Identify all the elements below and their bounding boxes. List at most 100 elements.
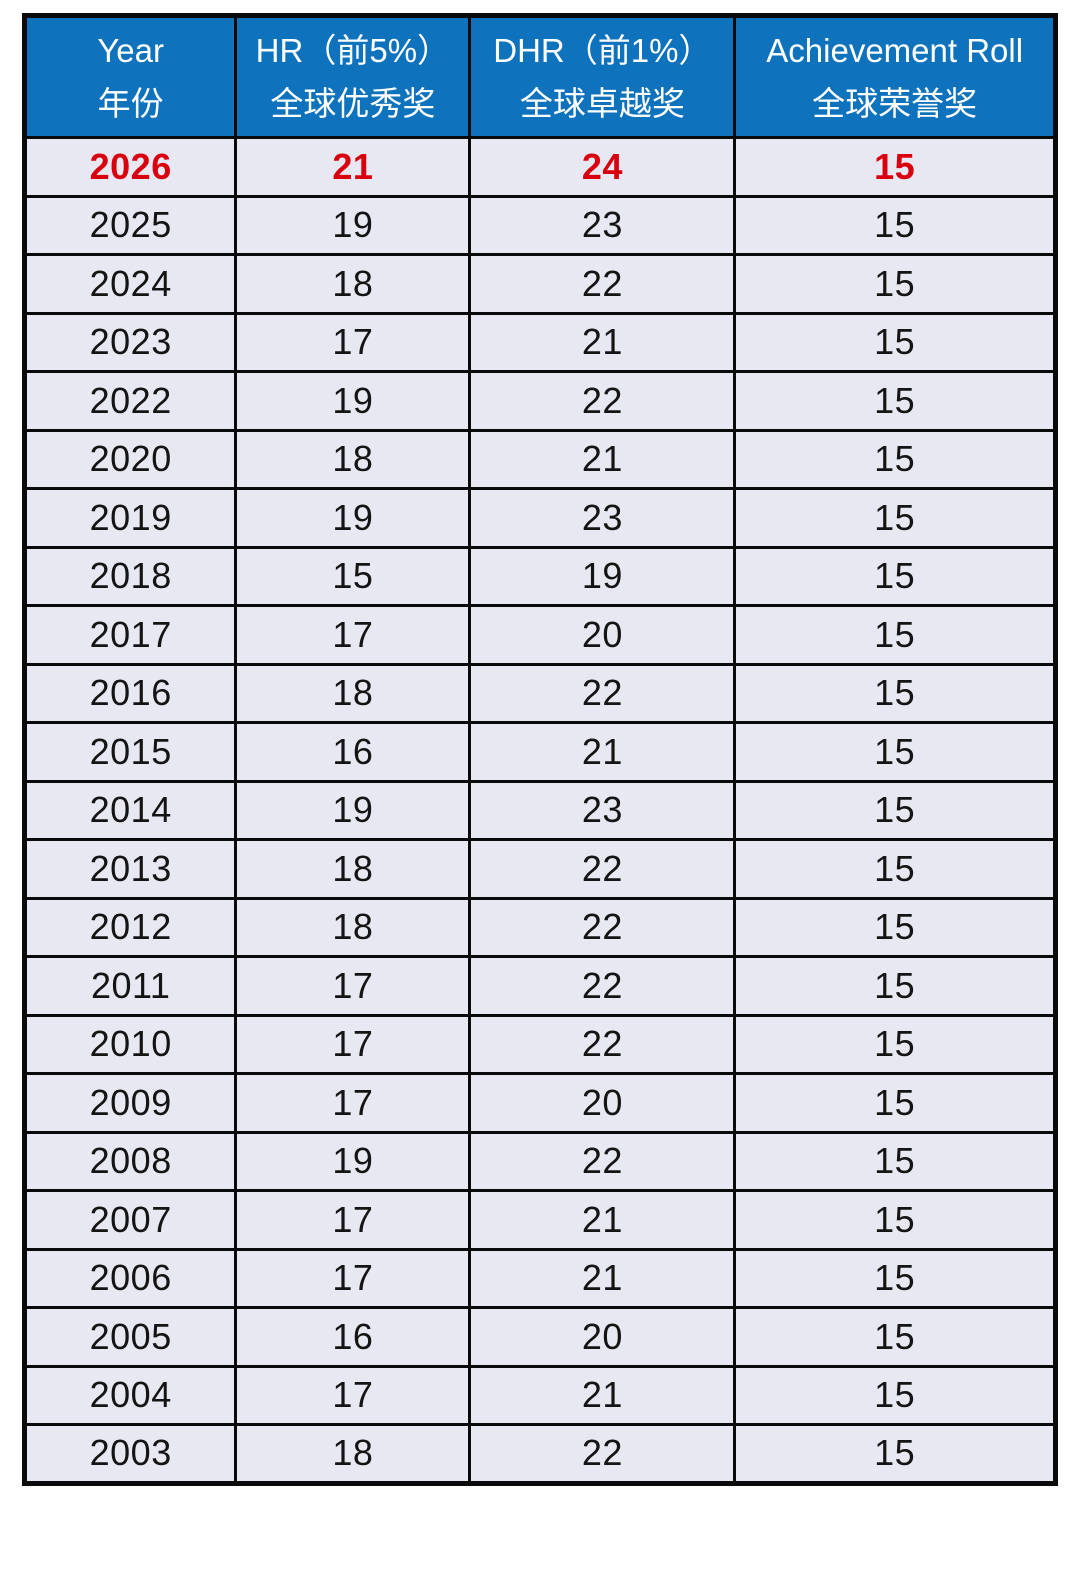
header-ar-en: Achievement Roll bbox=[766, 32, 1024, 69]
year-cell: 2013 bbox=[22, 838, 238, 900]
ar-cell: 15 bbox=[733, 1247, 1057, 1309]
header-dhr: DHR（前1%） 全球卓越奖 bbox=[468, 14, 737, 139]
ar-value: 15 bbox=[874, 145, 916, 187]
year-value: 2013 bbox=[89, 847, 172, 889]
hr-cell: 18 bbox=[234, 896, 472, 958]
year-value: 2008 bbox=[89, 1140, 172, 1182]
dhr-value: 23 bbox=[581, 789, 623, 831]
dhr-cell: 21 bbox=[468, 1364, 737, 1426]
hr-value: 17 bbox=[332, 1257, 374, 1299]
year-value: 2010 bbox=[89, 1023, 172, 1065]
hr-cell: 19 bbox=[234, 1130, 472, 1192]
dhr-value: 23 bbox=[581, 204, 623, 246]
hr-value: 17 bbox=[332, 613, 374, 655]
year-value: 2018 bbox=[89, 555, 172, 597]
hr-cell: 17 bbox=[234, 1013, 472, 1075]
table-row: 2023 17 21 15 bbox=[22, 311, 1057, 373]
dhr-cell: 20 bbox=[468, 1072, 737, 1134]
awards-table-container: Year 年份 HR（前5%） 全球优秀奖 DHR（前1%） 全球卓越奖 Ach… bbox=[22, 13, 1058, 1486]
ar-value: 15 bbox=[874, 1198, 916, 1240]
ar-cell: 15 bbox=[733, 662, 1057, 724]
dhr-cell: 20 bbox=[468, 1306, 737, 1368]
year-cell: 2025 bbox=[22, 194, 238, 256]
hr-value: 19 bbox=[332, 496, 374, 538]
ar-value: 15 bbox=[874, 672, 916, 714]
awards-table: Year 年份 HR（前5%） 全球优秀奖 DHR（前1%） 全球卓越奖 Ach… bbox=[22, 13, 1058, 1486]
year-cell: 2024 bbox=[22, 253, 238, 315]
dhr-cell: 22 bbox=[468, 370, 737, 432]
hr-cell: 15 bbox=[234, 545, 472, 607]
header-ar-zh: 全球荣誉奖 bbox=[812, 85, 978, 122]
year-cell: 2012 bbox=[22, 896, 238, 958]
ar-cell: 15 bbox=[733, 370, 1057, 432]
hr-cell: 17 bbox=[234, 955, 472, 1017]
hr-value: 19 bbox=[332, 379, 374, 421]
hr-value: 21 bbox=[332, 145, 374, 187]
dhr-cell: 21 bbox=[468, 1247, 737, 1309]
table-row: 2010 17 22 15 bbox=[22, 1013, 1057, 1075]
hr-cell: 19 bbox=[234, 370, 472, 432]
hr-cell: 17 bbox=[234, 1364, 472, 1426]
hr-value: 18 bbox=[332, 672, 374, 714]
ar-value: 15 bbox=[874, 906, 916, 948]
hr-cell: 21 bbox=[234, 136, 472, 198]
year-cell: 2009 bbox=[22, 1072, 238, 1134]
hr-cell: 17 bbox=[234, 604, 472, 666]
ar-value: 15 bbox=[874, 555, 916, 597]
year-value: 2004 bbox=[89, 1374, 172, 1416]
ar-cell: 15 bbox=[733, 1423, 1057, 1485]
ar-cell: 15 bbox=[733, 428, 1057, 490]
year-value: 2019 bbox=[89, 496, 172, 538]
ar-cell: 15 bbox=[733, 1364, 1057, 1426]
ar-value: 15 bbox=[874, 1140, 916, 1182]
year-value: 2009 bbox=[89, 1081, 172, 1123]
ar-cell: 15 bbox=[733, 838, 1057, 900]
year-cell: 2020 bbox=[22, 428, 238, 490]
table-row: 2007 17 21 15 bbox=[22, 1189, 1057, 1251]
year-cell: 2023 bbox=[22, 311, 238, 373]
hr-value: 17 bbox=[332, 1374, 374, 1416]
table-header: Year 年份 HR（前5%） 全球优秀奖 DHR（前1%） 全球卓越奖 Ach… bbox=[22, 14, 1057, 139]
hr-cell: 17 bbox=[234, 1072, 472, 1134]
ar-value: 15 bbox=[874, 1432, 916, 1474]
table-row: 2014 19 23 15 bbox=[22, 779, 1057, 841]
dhr-cell: 21 bbox=[468, 721, 737, 783]
dhr-cell: 20 bbox=[468, 604, 737, 666]
dhr-value: 22 bbox=[581, 1023, 623, 1065]
dhr-value: 21 bbox=[581, 321, 623, 363]
dhr-value: 22 bbox=[581, 379, 623, 421]
hr-cell: 17 bbox=[234, 1189, 472, 1251]
ar-cell: 15 bbox=[733, 1189, 1057, 1251]
dhr-cell: 21 bbox=[468, 1189, 737, 1251]
ar-cell: 15 bbox=[733, 955, 1057, 1017]
table-row: 2016 18 22 15 bbox=[22, 662, 1057, 724]
header-year-en: Year bbox=[97, 32, 165, 69]
year-value: 2020 bbox=[89, 438, 172, 480]
ar-value: 15 bbox=[874, 730, 916, 772]
dhr-value: 22 bbox=[581, 906, 623, 948]
table-row: 2011 17 22 15 bbox=[22, 955, 1057, 1017]
hr-value: 18 bbox=[332, 906, 374, 948]
dhr-cell: 22 bbox=[468, 253, 737, 315]
ar-value: 15 bbox=[874, 379, 916, 421]
dhr-value: 22 bbox=[581, 1140, 623, 1182]
hr-cell: 17 bbox=[234, 311, 472, 373]
dhr-cell: 23 bbox=[468, 779, 737, 841]
table-row: 2009 17 20 15 bbox=[22, 1072, 1057, 1134]
dhr-value: 22 bbox=[581, 847, 623, 889]
dhr-value: 21 bbox=[581, 438, 623, 480]
year-value: 2022 bbox=[89, 379, 172, 421]
ar-cell: 15 bbox=[733, 311, 1057, 373]
hr-value: 16 bbox=[332, 730, 374, 772]
dhr-cell: 22 bbox=[468, 838, 737, 900]
hr-value: 18 bbox=[332, 847, 374, 889]
year-cell: 2005 bbox=[22, 1306, 238, 1368]
ar-cell: 15 bbox=[733, 1013, 1057, 1075]
hr-cell: 18 bbox=[234, 838, 472, 900]
year-cell: 2008 bbox=[22, 1130, 238, 1192]
hr-value: 17 bbox=[332, 964, 374, 1006]
year-value: 2014 bbox=[89, 789, 172, 831]
ar-cell: 15 bbox=[733, 1072, 1057, 1134]
year-cell: 2019 bbox=[22, 487, 238, 549]
year-value: 2016 bbox=[89, 672, 172, 714]
